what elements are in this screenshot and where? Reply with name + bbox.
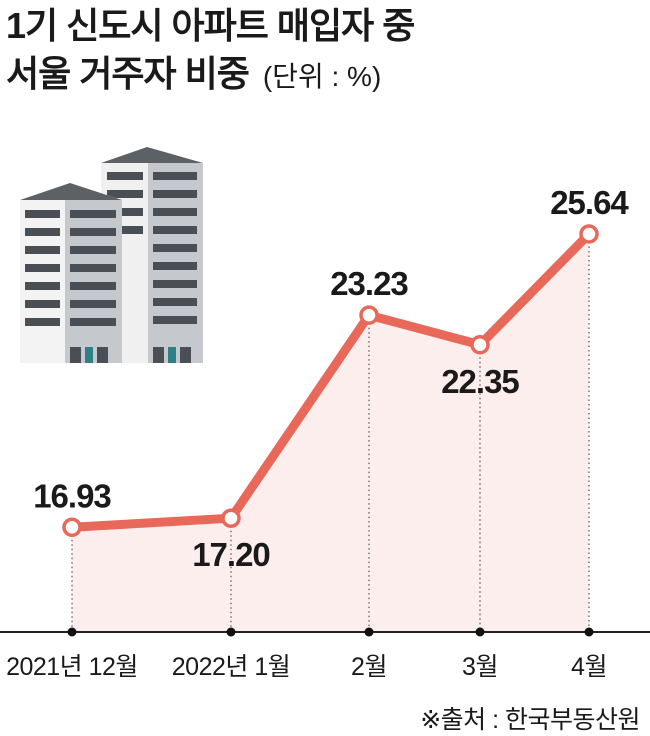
data-label-2: 23.23 — [330, 265, 408, 302]
x-tick-label-1: 2022년 1월 — [172, 653, 290, 681]
data-label-1: 17.20 — [192, 536, 270, 573]
x-tick-mark-4 — [584, 627, 594, 637]
x-tick-mark-3 — [475, 627, 485, 637]
x-tick-label-2: 2월 — [351, 653, 387, 681]
front-building-windows — [25, 210, 116, 326]
plot-area: 16.93 17.20 23.23 22.35 25.64 2021년 12월 2022년 … — [0, 184, 650, 681]
data-point-3 — [470, 335, 490, 355]
source-note: ※출처 : 한국부동산원 — [420, 706, 640, 734]
data-point-2 — [359, 305, 379, 325]
x-tick-mark-1 — [226, 627, 236, 637]
data-label-3: 22.35 — [441, 363, 519, 400]
chart-title-line1: 1기 신도시 아파트 매입자 중 — [6, 5, 415, 46]
chart-title-line2-text: 서울 거주자 비중 — [6, 53, 250, 94]
x-tick-label-4: 4월 — [571, 653, 607, 681]
unit-label: (단위 : %) — [262, 61, 382, 92]
x-tick-mark-0 — [67, 627, 77, 637]
x-tick-label-3: 3월 — [462, 653, 498, 681]
data-point-1 — [221, 508, 241, 528]
back-building-roof — [101, 147, 203, 163]
data-point-4 — [579, 224, 599, 244]
x-tick-label-0: 2021년 12월 — [6, 653, 138, 681]
apartment-buildings-icon — [20, 147, 203, 363]
back-building-windows — [107, 172, 197, 324]
data-label-4: 25.64 — [550, 184, 629, 221]
data-point-0 — [62, 517, 82, 538]
x-tick-mark-2 — [364, 627, 374, 637]
data-label-0: 16.93 — [33, 477, 111, 514]
chart-title-line2: 서울 거주자 비중 (단위 : %) — [6, 56, 381, 92]
front-building-roof — [20, 183, 122, 200]
front-building-side — [65, 200, 122, 363]
area-fill — [72, 234, 589, 632]
